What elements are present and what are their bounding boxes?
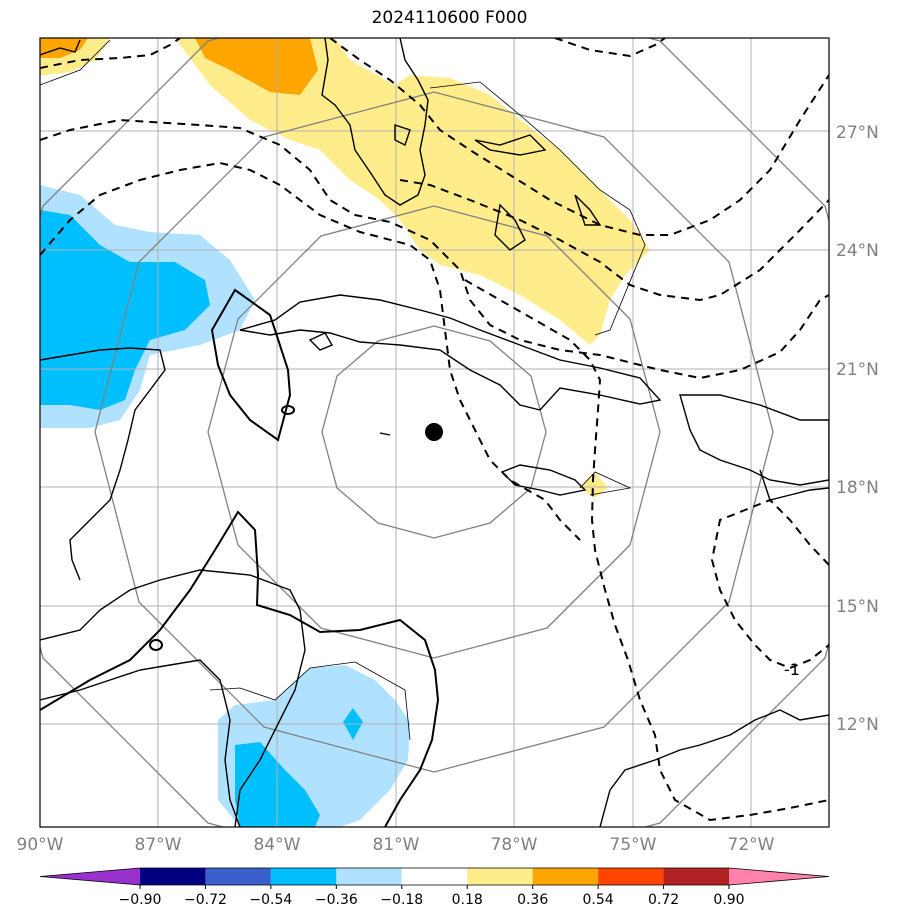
- colorbar-bin: [598, 868, 664, 885]
- map-frame: [39, 37, 830, 828]
- lon-label-78w: 78°W: [491, 835, 538, 855]
- storm-center-marker: [425, 423, 443, 441]
- lon-label-75w: 75°W: [610, 835, 657, 855]
- colorbar-bin: [663, 868, 729, 885]
- map-area: -1: [40, 38, 829, 827]
- range-ring-4: [40, 38, 829, 827]
- solid-contours: [40, 288, 440, 827]
- colorbar-tick-label: −0.36: [315, 892, 358, 908]
- colorbar-bin: [205, 868, 271, 885]
- south-america-coast: [599, 709, 829, 827]
- moderate-positive-region-top-left: [40, 38, 88, 58]
- colorbar-bin: [532, 868, 599, 885]
- colorbar-tick-label: −0.72: [184, 892, 227, 908]
- lon-label-72w: 72°W: [728, 835, 775, 855]
- positive-anomaly-region: [175, 38, 650, 345]
- jamaica-coast: [500, 464, 587, 496]
- map-title: 2024110600 F000: [371, 8, 528, 28]
- lon-label-90w: 90°W: [17, 835, 64, 855]
- lon-label-84w: 84°W: [254, 835, 301, 855]
- solid-contour-small-south: [149, 639, 163, 651]
- gulf-coast-north: [40, 39, 81, 56]
- colorbar-tick-label: 0.72: [648, 892, 679, 908]
- colorbar-tick-label: 0.90: [713, 892, 744, 908]
- colorbar-extend-low: [40, 868, 140, 885]
- range-ring-2: [207, 205, 661, 659]
- lon-label-81w: 81°W: [373, 835, 420, 855]
- isla-juventud: [308, 332, 334, 351]
- range-ring-3: [94, 91, 774, 773]
- bahamas-1: [474, 134, 547, 156]
- positive-anomaly-region-small: [580, 472, 608, 498]
- solid-contour-northwest: [210, 288, 292, 442]
- lat-label-24n: 24°N: [836, 241, 879, 261]
- lat-label-18n: 18°N: [836, 478, 879, 498]
- colorbar-bin: [401, 868, 468, 885]
- cayman-1: [379, 432, 391, 436]
- colorbar-tick-label: 0.36: [517, 892, 548, 908]
- colorbar-tick-label: −0.90: [119, 892, 162, 908]
- bahamas-4: [394, 124, 411, 146]
- central-america-coast: [40, 569, 306, 827]
- region-outlines: [40, 39, 646, 741]
- lat-label-21n: 21°N: [836, 360, 879, 380]
- colorbar-tick-label: −0.18: [380, 892, 423, 908]
- hispaniola-coast: [679, 394, 829, 486]
- range-rings: [40, 38, 829, 827]
- dashed-contours: [40, 38, 829, 822]
- colorbar-bin: [336, 868, 402, 885]
- cuba-coast: [239, 294, 662, 411]
- colorbar-tick-label: 0.18: [452, 892, 483, 908]
- lat-label-27n: 27°N: [836, 123, 879, 143]
- colorbar-bin: [467, 868, 533, 885]
- latitude-labels: 27°N 24°N 21°N 18°N 15°N 12°N: [836, 123, 879, 735]
- florida-coast: [321, 38, 429, 206]
- lat-label-15n: 15°N: [836, 597, 879, 617]
- longitude-labels: 90°W 87°W 84°W 81°W 78°W 75°W 72°W: [17, 835, 775, 855]
- moderate-negative-region-west: [40, 210, 210, 410]
- yucatan-coast: [40, 347, 166, 581]
- range-ring-1: [321, 325, 547, 539]
- lon-label-87w: 87°W: [135, 835, 182, 855]
- colorbar-bin: [270, 868, 337, 885]
- solid-contour-small: [281, 405, 295, 415]
- contour-label: -1: [784, 660, 800, 679]
- grid-lines: [40, 38, 829, 827]
- hispaniola-south: [759, 469, 829, 501]
- solid-contour-south: [40, 510, 440, 827]
- colorbar-tick-label: 0.54: [583, 892, 614, 908]
- colorbar-extend-high: [729, 868, 829, 885]
- moderate-positive-region: [195, 38, 318, 95]
- central-america-pacific: [40, 659, 241, 827]
- colorbar: −0.90 −0.72 −0.54 −0.36 −0.18 0.18 0.36 0.54 0.7…: [39, 867, 830, 908]
- colorbar-bin: [140, 868, 206, 885]
- lat-label-12n: 12°N: [836, 715, 879, 735]
- shaded-fields: [40, 38, 650, 827]
- colorbar-tick-label: −0.54: [249, 892, 292, 908]
